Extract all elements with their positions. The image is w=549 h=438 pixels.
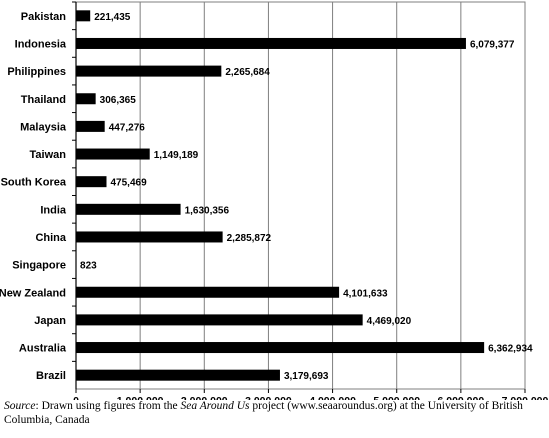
category-label: India: [40, 204, 67, 216]
value-label: 3,179,693: [284, 371, 329, 382]
bar-pakistan: [76, 10, 91, 22]
value-label: 475,469: [110, 178, 147, 189]
x-tick-label: 0: [73, 395, 79, 400]
bar-japan: [76, 314, 363, 326]
x-tick-label: 1,000,000: [117, 395, 164, 400]
value-label: 823: [80, 261, 97, 272]
bar-india: [76, 203, 181, 215]
x-tick-label: 2,000,000: [181, 395, 228, 400]
value-label: 2,285,872: [227, 233, 272, 244]
value-labels: 221,435 6,079,377 2,265,684 306,365 447,276 1…: [80, 12, 533, 382]
category-label: Thailand: [21, 94, 66, 106]
caption-text-1: : Drawn using figures from the: [35, 400, 181, 412]
bar-australia: [76, 342, 485, 354]
value-label: 306,365: [100, 95, 137, 106]
category-label: Malaysia: [20, 121, 67, 133]
value-label: 6,362,934: [488, 344, 533, 355]
value-label: 2,265,684: [225, 67, 270, 78]
bar-china: [76, 231, 223, 243]
bar-new-zealand: [76, 286, 340, 298]
source-label: Source: [4, 400, 36, 412]
x-tick-label: 3,000,000: [245, 395, 292, 400]
value-label: 1,149,189: [154, 150, 199, 161]
value-label: 1,630,356: [185, 205, 230, 216]
plot-frame: [75, 1, 526, 390]
x-tick-label: 7,000,000: [502, 395, 549, 400]
bar-brazil: [76, 369, 280, 381]
category-label: Brazil: [36, 370, 66, 382]
value-label: 221,435: [94, 12, 131, 23]
caption-text-2: project (www.seaaroundus.org) at the Uni…: [4, 400, 523, 426]
category-label: Indonesia: [15, 38, 67, 50]
source-caption: Source: Drawn using figures from the Sea…: [4, 399, 544, 427]
category-labels: Pakistan Indonesia Philippines Thailand Mala…: [0, 11, 67, 382]
category-label: South Korea: [1, 177, 67, 189]
bar-philippines: [76, 65, 222, 77]
value-label: 4,101,633: [343, 288, 388, 299]
gridlines: [139, 2, 462, 389]
bar-chart: Pakistan Indonesia Philippines Thailand Mala…: [0, 1, 549, 400]
bar-taiwan: [76, 148, 150, 160]
category-label: China: [35, 232, 66, 244]
category-label: Pakistan: [21, 11, 67, 23]
x-tick-label: 4,000,000: [309, 395, 356, 400]
x-tick-label: 6,000,000: [437, 395, 484, 400]
value-label: 447,276: [109, 122, 146, 133]
category-label: Australia: [19, 343, 67, 355]
bar-indonesia: [76, 37, 466, 49]
value-label: 4,469,020: [367, 316, 412, 327]
category-label: Philippines: [7, 66, 66, 78]
category-label: Taiwan: [30, 149, 67, 161]
bars: [76, 10, 485, 381]
x-tick-label: 5,000,000: [373, 395, 420, 400]
bar-thailand: [76, 93, 96, 105]
bar-malaysia: [76, 120, 105, 132]
category-label: Japan: [34, 315, 66, 327]
bar-south-korea: [76, 176, 107, 188]
value-label: 6,079,377: [470, 39, 515, 50]
caption-italic-title: Sea Around Us: [180, 400, 250, 412]
category-label: Singapore: [12, 260, 66, 272]
x-tick-labels: 0 1,000,000 2,000,000 3,000,000 4,000,000 5,0…: [73, 395, 548, 400]
category-label: New Zealand: [0, 287, 66, 299]
